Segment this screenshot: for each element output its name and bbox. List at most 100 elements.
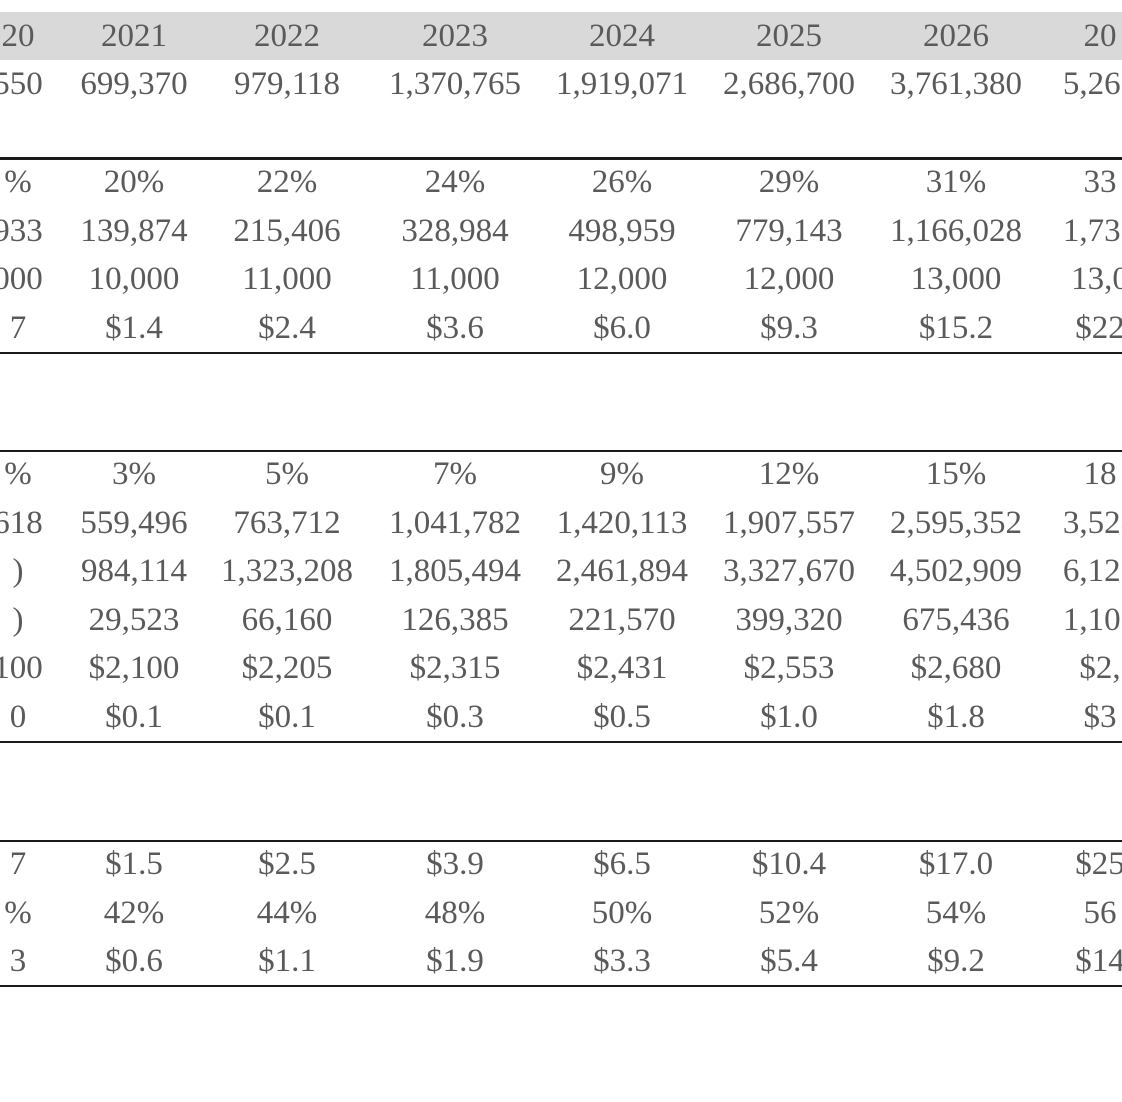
table-cell: 13,0 <box>1071 261 1122 298</box>
table-row: % 3% 5% 7% 9% 12% 15% 18 <box>0 450 1122 498</box>
table-cell: $0.1 <box>105 699 163 735</box>
table-bottom-rule <box>0 741 1122 743</box>
table-cell: $14 <box>1075 943 1122 980</box>
table-top-rule <box>0 158 1122 160</box>
table-cell: 11,000 <box>242 261 332 298</box>
table-cell: 779,143 <box>735 212 843 249</box>
year-header-cell: 2024 <box>589 18 655 54</box>
table-row: 100 $2,100 $2,205 $2,315 $2,431 $2,553 $2,680 $… <box>0 644 1122 692</box>
table-cell: 2,461,894 <box>556 553 688 590</box>
table-cell: 3,327,670 <box>723 553 855 590</box>
table-cell: 7 <box>9 309 27 346</box>
table-cell: ) <box>12 601 24 638</box>
table-cell: 1,323,208 <box>221 553 353 590</box>
year-header-cell: 2022 <box>254 18 320 54</box>
table-cell: 550 <box>0 66 43 102</box>
table-cell: 44% <box>256 894 318 931</box>
table-cell: 54% <box>925 894 987 931</box>
table-row: 3 $0.6 $1.1 $1.9 $3.3 $5.4 $9.2 $14 <box>0 937 1122 985</box>
table-cell: 139,874 <box>80 212 188 249</box>
table-bottom-rule <box>0 352 1122 354</box>
table-cell: 18 <box>1083 456 1117 492</box>
table-cell: 1,166,028 <box>890 212 1022 249</box>
table-cell: 1,041,782 <box>389 504 521 541</box>
table-cell: 984,114 <box>80 553 188 590</box>
table-cell: $3.6 <box>426 309 484 346</box>
year-header-cell: 2025 <box>756 18 822 54</box>
table-cell: % <box>4 894 32 931</box>
table-cell: $0.3 <box>426 699 484 735</box>
table-cell: $5.4 <box>760 943 818 980</box>
table-cell: $2,680 <box>910 650 1002 687</box>
table-cell: $9.2 <box>927 943 985 980</box>
table-cell: 33 <box>1083 164 1117 200</box>
table-cell: 1,919,071 <box>556 66 688 102</box>
table-row: ) 984,114 1,323,208 1,805,494 2,461,894 3,327… <box>0 547 1122 595</box>
table-cell: $2.4 <box>258 309 316 346</box>
table-cell: $2.5 <box>258 846 316 882</box>
table-cell: 1,737 <box>1062 212 1122 249</box>
table-cell: 1,805,494 <box>389 553 521 590</box>
year-header-cell: 20 <box>1 18 35 54</box>
table-cell: $0.5 <box>593 699 651 735</box>
table-cell: 3,761,380 <box>890 66 1022 102</box>
table-cell: 559,496 <box>80 504 188 541</box>
table-cell: 42% <box>103 894 165 931</box>
table-cell: 52% <box>758 894 820 931</box>
year-header-cell: 20 <box>1083 18 1117 54</box>
table-row: 000 10,000 11,000 11,000 12,000 12,000 13,000 1… <box>0 255 1122 303</box>
table-cell: 763,712 <box>233 504 341 541</box>
table-top-rule <box>0 840 1122 842</box>
table-cell: 0 <box>9 699 27 735</box>
table-row: 7 $1.4 $2.4 $3.6 $6.0 $9.3 $15.2 $22 <box>0 304 1122 352</box>
table-cell: 20% <box>103 164 165 200</box>
table-cell: $0.6 <box>105 943 163 980</box>
table-cell: $3 <box>1083 699 1117 735</box>
table-cell: 3% <box>112 456 156 492</box>
table-cell: 100 <box>0 650 43 687</box>
table-cell: 26% <box>591 164 653 200</box>
table-cell: 29% <box>758 164 820 200</box>
table-cell: 7 <box>9 846 27 882</box>
table-cell: 4,502,909 <box>890 553 1022 590</box>
table-cell: 10,000 <box>88 261 180 298</box>
table-cell: 1,370,765 <box>389 66 521 102</box>
table-cell: 12% <box>758 456 820 492</box>
year-header-cell: 2026 <box>923 18 989 54</box>
table-cell: $0.1 <box>258 699 316 735</box>
table-cell: $1.5 <box>105 846 163 882</box>
table-cell: 1,420,113 <box>556 504 688 541</box>
table-cell: $2, <box>1079 650 1121 687</box>
table-cell: 328,984 <box>401 212 509 249</box>
table-cell: 12,000 <box>576 261 668 298</box>
table-cell: 933 <box>0 212 43 249</box>
table-cell: $3.3 <box>593 943 651 980</box>
table-cell: $6.0 <box>593 309 651 346</box>
table-cell: 3,528 <box>1062 504 1122 541</box>
table-cell: 6,123 <box>1062 553 1122 590</box>
table-cell: 699,370 <box>80 66 188 102</box>
table-cell: 50% <box>591 894 653 931</box>
table-cell: 1,907,557 <box>723 504 855 541</box>
table-cell: 31% <box>925 164 987 200</box>
table-cell: 399,320 <box>735 601 843 638</box>
table-cell: $6.5 <box>593 846 651 882</box>
table-cell: 13,000 <box>910 261 1002 298</box>
year-header-cell: 2021 <box>101 18 167 54</box>
table-cell: 000 <box>0 261 43 298</box>
table-cell: 7% <box>433 456 477 492</box>
year-header-row: 20 2021 2022 2023 2024 2025 2026 20 <box>0 12 1122 60</box>
table-cell: $3.9 <box>426 846 484 882</box>
table-cell: $22 <box>1075 309 1122 346</box>
table-cell: 22% <box>256 164 318 200</box>
table-cell: % <box>4 456 32 492</box>
table-cell: % <box>4 164 32 200</box>
table-row: 618 559,496 763,712 1,041,782 1,420,113 1,907… <box>0 499 1122 547</box>
table-cell: 9% <box>600 456 644 492</box>
table-cell: 56 <box>1083 894 1117 931</box>
table-row: ) 29,523 66,160 126,385 221,570 399,320 675,43… <box>0 596 1122 644</box>
table-cell: 675,436 <box>902 601 1010 638</box>
table-cell: $2,431 <box>576 650 668 687</box>
table-cell: $1.4 <box>105 309 163 346</box>
table-cell: 29,523 <box>88 601 180 638</box>
